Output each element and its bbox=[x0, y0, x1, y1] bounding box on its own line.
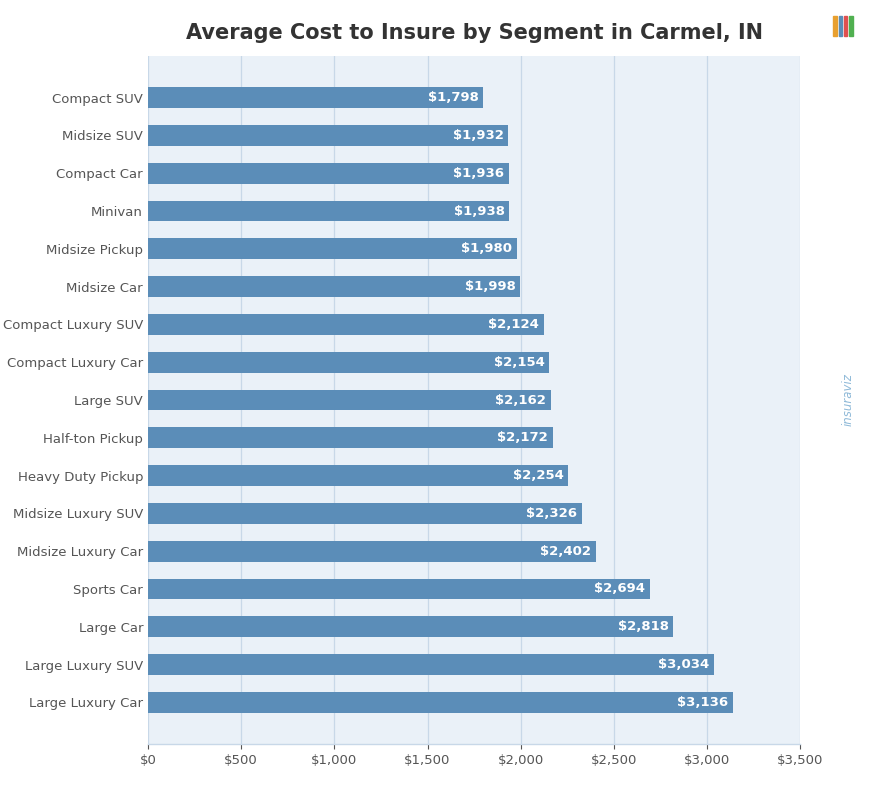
Text: $1,932: $1,932 bbox=[452, 129, 503, 142]
Text: $1,938: $1,938 bbox=[453, 205, 504, 218]
Text: $2,124: $2,124 bbox=[488, 318, 539, 331]
Bar bbox=[148, 654, 713, 675]
Text: $1,998: $1,998 bbox=[464, 280, 515, 293]
Bar bbox=[148, 163, 508, 184]
Bar bbox=[148, 238, 516, 259]
Bar bbox=[148, 692, 732, 713]
Text: $1,798: $1,798 bbox=[427, 91, 478, 104]
Text: $2,402: $2,402 bbox=[540, 545, 590, 558]
Title: Average Cost to Insure by Segment in Carmel, IN: Average Cost to Insure by Segment in Car… bbox=[185, 23, 762, 43]
Bar bbox=[148, 465, 567, 486]
Text: $1,980: $1,980 bbox=[461, 242, 512, 255]
Bar bbox=[148, 314, 543, 335]
Text: insuraviz: insuraviz bbox=[841, 374, 853, 426]
Text: $3,136: $3,136 bbox=[676, 696, 727, 709]
Text: $2,154: $2,154 bbox=[494, 356, 544, 369]
Bar bbox=[148, 87, 482, 108]
Text: $1,936: $1,936 bbox=[453, 166, 504, 180]
Bar bbox=[148, 125, 507, 146]
Text: $2,326: $2,326 bbox=[525, 507, 576, 520]
Bar bbox=[148, 201, 508, 222]
Bar bbox=[148, 541, 595, 562]
Text: $3,034: $3,034 bbox=[657, 658, 708, 671]
Bar bbox=[148, 503, 580, 524]
Bar bbox=[148, 616, 673, 637]
Bar bbox=[148, 427, 552, 448]
Text: $2,172: $2,172 bbox=[497, 431, 547, 444]
Bar bbox=[148, 390, 550, 410]
Bar bbox=[148, 352, 549, 373]
Bar bbox=[148, 578, 649, 599]
Bar bbox=[148, 276, 520, 297]
Text: $2,818: $2,818 bbox=[617, 620, 668, 634]
Text: $2,254: $2,254 bbox=[512, 469, 563, 482]
Text: $2,162: $2,162 bbox=[494, 394, 546, 406]
Text: $2,694: $2,694 bbox=[594, 582, 645, 595]
